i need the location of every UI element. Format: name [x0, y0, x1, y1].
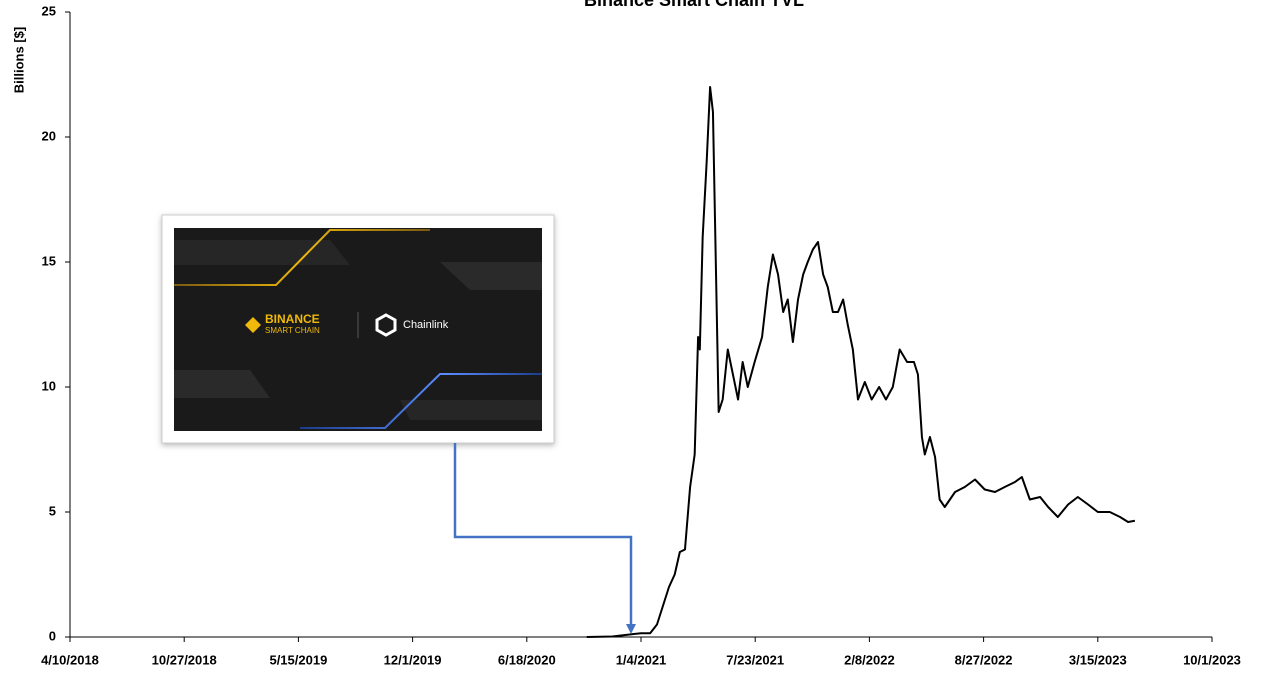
x-tick-label: 6/18/2020 — [498, 652, 556, 667]
inset-decor — [440, 262, 542, 290]
inset-decor — [174, 240, 350, 265]
x-tick-label: 10/1/2023 — [1183, 652, 1241, 667]
plot: 0 5 10 15 20 25 4/10/2018 10/27/2018 5/15/2019 12… — [41, 3, 1241, 667]
y-tick-label: 15 — [42, 253, 56, 268]
inset-blue-line — [300, 373, 542, 429]
inset-brand: BINANCE — [265, 312, 320, 326]
x-tick-label: 5/15/2019 — [269, 652, 327, 667]
x-tick-label: 12/1/2019 — [384, 652, 442, 667]
inset-image: BINANCE SMART CHAIN Chainlink — [161, 214, 555, 444]
x-tick-label: 1/4/2021 — [616, 652, 667, 667]
y-tick-label: 25 — [42, 3, 56, 18]
x-tick-label: 3/15/2023 — [1069, 652, 1127, 667]
y-tick-label: 5 — [49, 503, 56, 518]
inset-decor — [400, 400, 542, 420]
inset-partner: Chainlink — [403, 319, 449, 331]
y-tick-label: 0 — [49, 628, 56, 643]
y-axis-label: Billions [$] — [11, 27, 26, 93]
inset-decor — [174, 370, 270, 398]
binance-logo — [245, 317, 261, 333]
series-line — [586, 86, 1136, 638]
chart-title: Binance Smart Chain TVL — [584, 0, 804, 10]
pointer-arrow — [453, 443, 633, 627]
arrow-head — [626, 624, 636, 634]
y-tick-label: 10 — [42, 378, 56, 393]
x-tick-label: 8/27/2022 — [955, 652, 1013, 667]
inset-gold-line — [174, 229, 430, 286]
x-tick-label: 2/8/2022 — [844, 652, 895, 667]
y-tick-label: 20 — [42, 128, 56, 143]
x-tick-label: 10/27/2018 — [152, 652, 217, 667]
chainlink-logo — [375, 313, 397, 337]
inset-brand-sub: SMART CHAIN — [265, 326, 320, 335]
x-tick-label: 7/23/2021 — [726, 652, 784, 667]
x-tick-label: 4/10/2018 — [41, 652, 99, 667]
